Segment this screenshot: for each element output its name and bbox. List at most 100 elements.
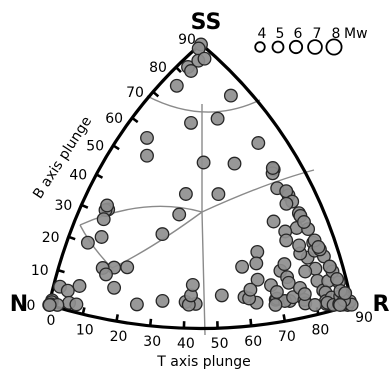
bottom-axis-tick xyxy=(249,318,253,327)
frame-right-edge xyxy=(199,42,354,306)
legend-size-marker xyxy=(288,39,304,55)
data-point xyxy=(281,275,296,290)
data-point xyxy=(266,214,281,229)
bottom-axis-tick xyxy=(282,314,287,322)
corner-label-ss: SS xyxy=(191,10,222,35)
data-point xyxy=(311,240,326,254)
left-axis-title: B axis plunge xyxy=(30,114,95,202)
data-point xyxy=(196,155,211,170)
data-point xyxy=(140,148,154,163)
left-axis-tick-label: 40 xyxy=(69,167,87,183)
data-point xyxy=(120,260,135,275)
data-point xyxy=(140,130,154,145)
left-axis-tick xyxy=(175,66,182,74)
left-axis-tick-label: 50 xyxy=(86,138,104,154)
data-point xyxy=(330,272,344,286)
left-axis-tick-label: 0 xyxy=(27,298,36,314)
data-point xyxy=(211,187,226,202)
bottom-axis-tick-label: 90 xyxy=(355,310,373,326)
data-point xyxy=(333,298,348,312)
bottom-axis-title: T axis plunge xyxy=(156,354,251,370)
data-point xyxy=(214,288,229,303)
data-point xyxy=(250,244,265,259)
data-point xyxy=(223,88,238,103)
data-point xyxy=(279,196,294,211)
plot-frame xyxy=(47,42,354,331)
data-point xyxy=(322,259,337,274)
legend-size-label: 4 xyxy=(258,26,267,42)
data-point xyxy=(99,267,113,282)
data-point xyxy=(227,156,242,171)
left-axis-tick xyxy=(80,203,89,209)
grid-line-left xyxy=(79,205,203,226)
left-axis-tick-label: 10 xyxy=(31,263,49,279)
left-axis-tick xyxy=(152,90,160,98)
data-point xyxy=(235,259,250,274)
left-axis-tick xyxy=(68,235,76,241)
left-axis-tick-label: 30 xyxy=(55,198,73,214)
bottom-axis-tick-label: 30 xyxy=(143,334,161,350)
bottom-axis-tick-label: 0 xyxy=(47,313,56,329)
frame-bottom-edge xyxy=(48,303,353,331)
data-point xyxy=(338,286,353,301)
left-axis-tick-label: 90 xyxy=(178,32,196,48)
data-point xyxy=(251,136,266,150)
data-point xyxy=(60,283,75,298)
data-point xyxy=(178,187,193,201)
data-point xyxy=(297,287,312,302)
left-axis-tick-label: 80 xyxy=(149,60,167,76)
data-point xyxy=(94,230,109,244)
bottom-axis-tick-label: 80 xyxy=(312,322,330,338)
data-point xyxy=(243,282,258,297)
data-point xyxy=(42,298,57,312)
corner-label-n: N xyxy=(10,292,28,317)
data-point xyxy=(184,64,198,78)
legend-title: Mw xyxy=(344,26,368,42)
corner-label-r: R xyxy=(373,292,390,317)
data-point xyxy=(297,215,311,229)
left-axis-tick-label: 20 xyxy=(42,230,60,246)
grid-line-lower-left xyxy=(111,211,203,269)
left-axis-tick xyxy=(131,116,139,124)
data-point xyxy=(184,115,198,130)
data-point xyxy=(277,257,292,272)
data-point xyxy=(249,256,264,271)
legend-size-label: 7 xyxy=(313,26,322,42)
left-axis-tick xyxy=(112,144,120,151)
left-axis-tick xyxy=(95,173,104,179)
data-point xyxy=(265,161,280,175)
data-point xyxy=(292,238,307,253)
data-point xyxy=(96,212,111,227)
left-axis-tick xyxy=(57,268,65,274)
data-point xyxy=(69,297,84,312)
data-point xyxy=(100,198,115,213)
data-point xyxy=(279,233,294,248)
bottom-axis-tick xyxy=(115,314,119,322)
data-point xyxy=(72,279,87,293)
data-points xyxy=(42,37,359,312)
legend-size-marker xyxy=(271,40,285,54)
data-point xyxy=(210,111,225,126)
frame-left-edge xyxy=(47,42,203,306)
data-point xyxy=(169,78,184,93)
bottom-axis-tick-label: 70 xyxy=(278,329,296,345)
data-point xyxy=(155,227,170,242)
grid-line-vertical xyxy=(201,104,206,336)
data-point xyxy=(107,280,122,295)
data-point xyxy=(269,285,284,299)
bottom-axis-tick xyxy=(148,318,153,327)
left-axis-tick-label: 60 xyxy=(105,111,123,127)
data-point xyxy=(268,297,283,312)
bottom-axis-tick-label: 20 xyxy=(110,329,128,345)
bottom-axis-tick xyxy=(81,307,86,315)
data-point xyxy=(250,272,265,287)
grid-arc-top xyxy=(146,95,261,113)
data-point xyxy=(298,264,313,279)
legend-size-label: 6 xyxy=(294,26,303,42)
bottom-axis-tick-label: 50 xyxy=(211,336,229,352)
legend-size-label: 8 xyxy=(332,26,341,42)
legend-size-marker xyxy=(325,38,343,56)
data-point xyxy=(155,293,170,308)
